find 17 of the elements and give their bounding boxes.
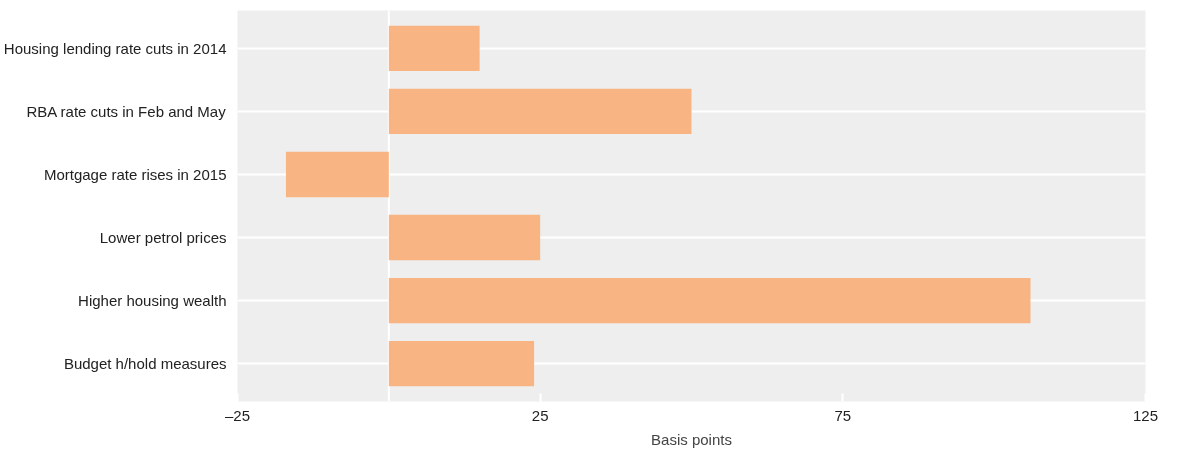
y-tick-label: Mortgage rate rises in 2015 xyxy=(43,165,227,183)
bar xyxy=(388,88,692,135)
x-tick-label: –25 xyxy=(224,406,251,424)
bar xyxy=(388,25,480,72)
x-tick-label: 75 xyxy=(834,406,852,424)
y-tick-label: RBA rate cuts in Feb and May xyxy=(26,102,227,120)
bar xyxy=(388,277,1031,324)
y-tick-label: Housing lending rate cuts in 2014 xyxy=(3,39,227,57)
y-tick-label: Budget h/hold measures xyxy=(63,355,227,373)
bar xyxy=(388,340,535,387)
y-tick-label: Higher housing wealth xyxy=(78,292,227,310)
bar xyxy=(285,151,389,198)
y-tick-label: Lower petrol prices xyxy=(99,229,227,247)
bar xyxy=(388,214,541,261)
x-axis-title: Basis points xyxy=(651,430,732,448)
x-tick-label: 25 xyxy=(531,406,549,424)
x-tick-label: 125 xyxy=(1132,406,1159,424)
